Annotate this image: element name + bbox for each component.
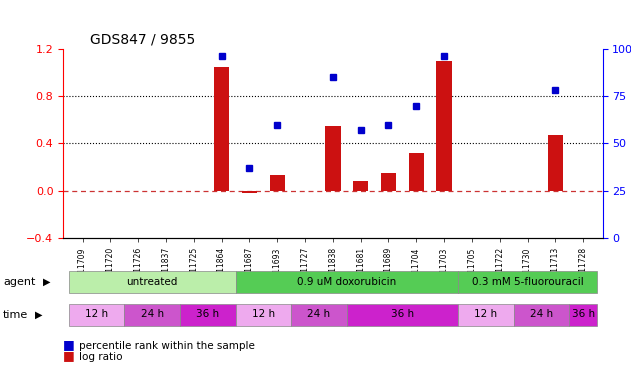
Text: untreated: untreated xyxy=(126,277,178,287)
Bar xyxy=(325,126,341,191)
Bar xyxy=(548,135,563,191)
Text: 36 h: 36 h xyxy=(391,309,414,320)
Text: 0.3 mM 5-fluorouracil: 0.3 mM 5-fluorouracil xyxy=(471,277,584,287)
Text: ■: ■ xyxy=(63,349,75,362)
Bar xyxy=(69,304,124,326)
Bar xyxy=(69,271,235,293)
Bar xyxy=(458,304,514,326)
Bar xyxy=(437,61,452,191)
Bar xyxy=(381,173,396,191)
Bar xyxy=(124,304,180,326)
Text: percentile rank within the sample: percentile rank within the sample xyxy=(79,341,255,351)
Text: 12 h: 12 h xyxy=(475,309,497,320)
Text: ▶: ▶ xyxy=(35,310,42,320)
Text: ▶: ▶ xyxy=(43,277,50,287)
Bar xyxy=(409,153,424,191)
Text: ■: ■ xyxy=(63,338,75,351)
Text: 0.9 uM doxorubicin: 0.9 uM doxorubicin xyxy=(297,277,396,287)
Text: log ratio: log ratio xyxy=(79,352,122,362)
Text: 36 h: 36 h xyxy=(572,309,594,320)
Bar xyxy=(242,191,257,193)
Bar xyxy=(458,271,597,293)
Bar xyxy=(347,304,458,326)
Bar xyxy=(569,304,597,326)
Bar xyxy=(269,176,285,191)
Bar xyxy=(214,66,229,191)
Text: GDS847 / 9855: GDS847 / 9855 xyxy=(90,32,196,46)
Bar xyxy=(180,304,235,326)
Bar xyxy=(514,304,569,326)
Text: 12 h: 12 h xyxy=(252,309,275,320)
Text: 12 h: 12 h xyxy=(85,309,108,320)
Bar xyxy=(353,182,369,191)
Text: 24 h: 24 h xyxy=(307,309,331,320)
Bar xyxy=(291,304,347,326)
Text: 36 h: 36 h xyxy=(196,309,219,320)
Bar xyxy=(235,304,291,326)
Text: agent: agent xyxy=(3,277,35,287)
Bar xyxy=(235,271,458,293)
Text: 24 h: 24 h xyxy=(530,309,553,320)
Text: time: time xyxy=(3,310,28,320)
Text: 24 h: 24 h xyxy=(141,309,163,320)
